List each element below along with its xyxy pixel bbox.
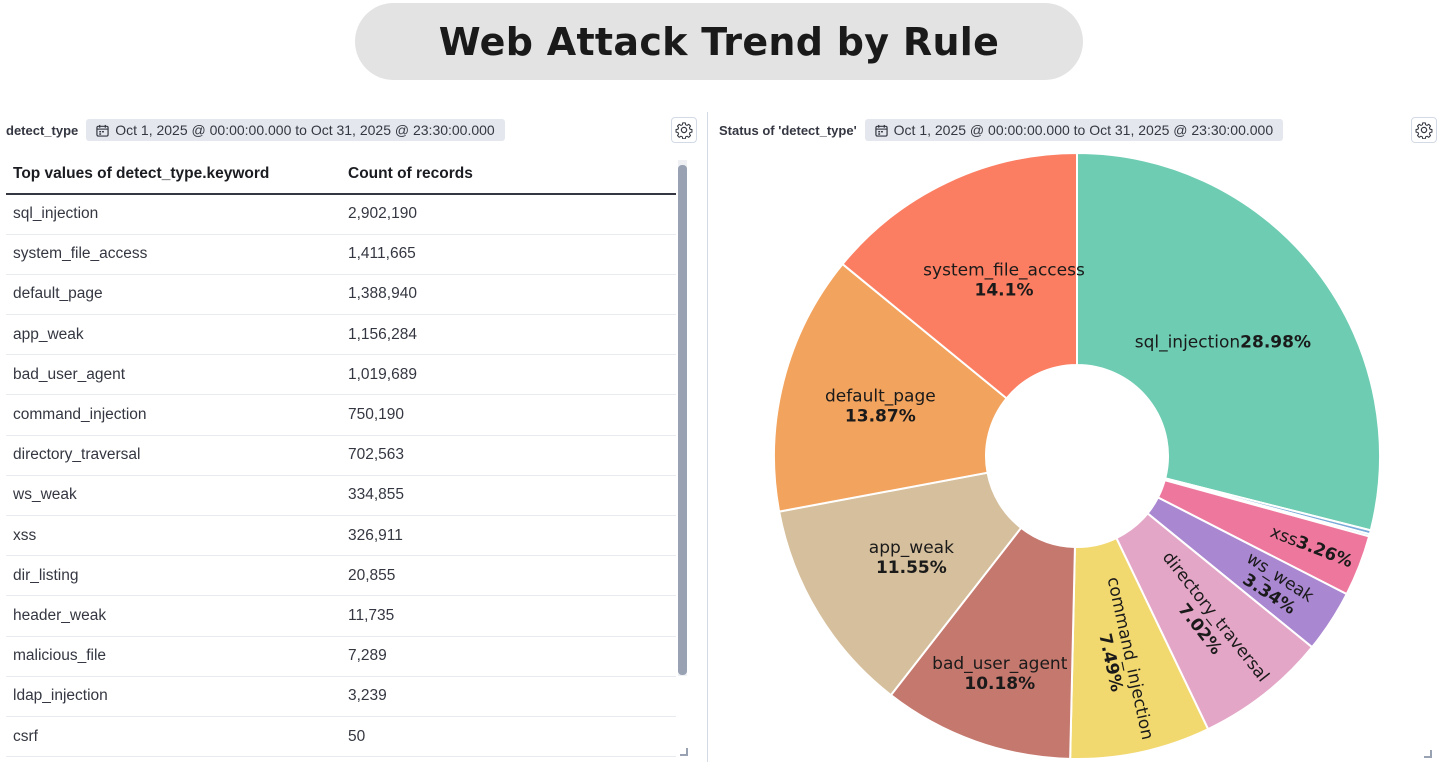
- detect-type-cell: csrf: [6, 716, 336, 758]
- detect-type-cell: default_page: [6, 274, 336, 316]
- detect-type-cell: xss: [6, 515, 336, 557]
- slice-label-sql_injection: sql_injection28.98%: [1135, 332, 1311, 352]
- left-panel-title: detect_type: [6, 122, 79, 138]
- table-row[interactable]: command_injection 750,190: [6, 394, 676, 436]
- page-title: Web Attack Trend by Rule: [438, 19, 1000, 64]
- detect-type-cell: dir_listing: [6, 555, 336, 597]
- right-panel-resize-handle[interactable]: [1424, 750, 1432, 758]
- slice-label-text: system_file_access: [923, 261, 1085, 281]
- count-cell: 750,190: [336, 394, 676, 436]
- left-panel-header: detect_type Oct 1, 2025 @ 00:00:00.000 t…: [6, 117, 505, 143]
- slice-label-text: sql_injection28.98%: [1135, 332, 1311, 352]
- table-header-row: Top values of detect_type.keyword Count …: [6, 154, 676, 195]
- left-time-range-badge[interactable]: Oct 1, 2025 @ 00:00:00.000 to Oct 31, 20…: [86, 119, 505, 141]
- table-row[interactable]: app_weak 1,156,284: [6, 314, 676, 356]
- column-header-count[interactable]: Count of records: [336, 154, 676, 195]
- left-time-range-text: Oct 1, 2025 @ 00:00:00.000 to Oct 31, 20…: [115, 122, 495, 138]
- table-row[interactable]: bad_user_agent 1,019,689: [6, 354, 676, 396]
- table-row[interactable]: xss 326,911: [6, 515, 676, 557]
- calendar-icon: [874, 124, 888, 137]
- page-title-banner: Web Attack Trend by Rule: [355, 3, 1083, 80]
- count-cell: 334,855: [336, 475, 676, 517]
- count-cell: 1,388,940: [336, 274, 676, 316]
- count-cell: 702,563: [336, 435, 676, 476]
- table-row[interactable]: directory_traversal 702,563: [6, 435, 676, 476]
- right-time-range-badge[interactable]: Oct 1, 2025 @ 00:00:00.000 to Oct 31, 20…: [864, 119, 1284, 141]
- slice-default_page[interactable]: [773, 262, 1008, 513]
- table-row[interactable]: sql_injection 2,902,190: [6, 194, 676, 235]
- count-cell: 1,411,665: [336, 234, 676, 275]
- detect-type-cell: ws_weak: [6, 475, 336, 517]
- slice-system_file_access[interactable]: [841, 151, 1078, 400]
- detect-type-donut-chart: sql_injection28.98%xss3.26%ws_weak3.34%d…: [773, 151, 1381, 760]
- count-cell: 1,156,284: [336, 314, 676, 356]
- slice-label-text: default_page: [825, 387, 936, 407]
- table-row[interactable]: malicious_file 7,289: [6, 636, 676, 677]
- count-cell: 1,019,689: [336, 354, 676, 396]
- detect-type-cell: bad_user_agent: [6, 354, 336, 396]
- detect-type-cell: system_file_access: [6, 234, 336, 275]
- slice-app_weak[interactable]: [777, 471, 1023, 697]
- gear-icon: [1415, 122, 1433, 139]
- detect-type-cell: directory_traversal: [6, 435, 336, 476]
- count-cell: 20,855: [336, 555, 676, 597]
- detect-type-cell: command_injection: [6, 394, 336, 436]
- detect-type-cell: ldap_injection: [6, 676, 336, 717]
- count-cell: 3,239: [336, 676, 676, 717]
- detect-type-cell: header_weak: [6, 595, 336, 637]
- table-row[interactable]: dir_listing 20,855: [6, 555, 676, 597]
- left-panel-settings-button[interactable]: [671, 117, 697, 143]
- gear-icon: [675, 122, 693, 139]
- count-cell: 326,911: [336, 515, 676, 557]
- slice-bad_user_agent[interactable]: [889, 526, 1076, 760]
- slice-label-text: app_weak: [869, 538, 954, 558]
- table-row[interactable]: default_page 1,388,940: [6, 274, 676, 316]
- column-header-detect-type[interactable]: Top values of detect_type.keyword: [6, 154, 336, 195]
- table-row[interactable]: header_weak 11,735: [6, 595, 676, 637]
- slice-percent-text: 11.55%: [876, 558, 947, 578]
- right-time-range-text: Oct 1, 2025 @ 00:00:00.000 to Oct 31, 20…: [893, 122, 1274, 138]
- left-panel-resize-handle[interactable]: [680, 748, 688, 756]
- table-row[interactable]: ws_weak 334,855: [6, 475, 676, 517]
- panel-divider: [707, 112, 708, 762]
- detect-type-table: Top values of detect_type.keyword Count …: [6, 154, 676, 760]
- count-cell: 2,902,190: [336, 194, 676, 235]
- table-scrollbar-thumb[interactable]: [678, 165, 687, 675]
- slice-percent-text: 10.18%: [964, 674, 1035, 694]
- slice-sql_injection[interactable]: [1076, 151, 1381, 532]
- table-row[interactable]: system_file_access 1,411,665: [6, 234, 676, 275]
- detect-type-cell: malicious_file: [6, 636, 336, 677]
- calendar-icon: [96, 124, 109, 137]
- slice-percent-text: 14.1%: [975, 281, 1034, 301]
- count-cell: 50: [336, 716, 676, 758]
- table-row[interactable]: csrf 50: [6, 716, 676, 758]
- detect-type-cell: app_weak: [6, 314, 336, 356]
- right-panel-header: Status of 'detect_type' Oct 1, 2025 @ 00…: [719, 117, 1284, 143]
- count-cell: 7,289: [336, 636, 676, 677]
- right-panel-title: Status of 'detect_type': [719, 122, 857, 138]
- right-panel-settings-button[interactable]: [1411, 117, 1437, 143]
- count-cell: 11,735: [336, 595, 676, 637]
- detect-type-cell: sql_injection: [6, 194, 336, 235]
- slice-percent-text: 13.87%: [845, 407, 916, 427]
- slice-label-text: bad_user_agent: [932, 654, 1068, 674]
- table-row[interactable]: ldap_injection 3,239: [6, 676, 676, 717]
